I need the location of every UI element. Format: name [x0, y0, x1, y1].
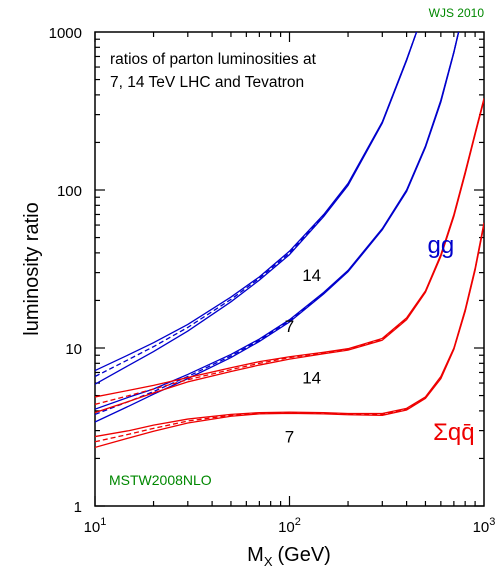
axis-ticks — [94, 32, 484, 507]
x-tick-label: 101 — [84, 516, 107, 536]
y-tick-label: 10 — [65, 341, 82, 358]
energy-label: 7 — [285, 428, 294, 447]
axis-tick-labels: 101 102 103 1 10 100 1000 — [49, 25, 496, 536]
curve-group — [95, 32, 484, 448]
curve-gg-14-central — [95, 32, 418, 378]
energy-label: 7 — [285, 317, 294, 336]
energy-label: 14 — [302, 266, 321, 285]
y-axis-label: luminosity ratio — [21, 202, 43, 335]
group-label: gg — [427, 232, 454, 259]
y-tick-label: 100 — [57, 183, 82, 200]
curve-qq-7-central — [95, 223, 484, 443]
pdf-set-label: MSTW2008NLO — [109, 472, 212, 488]
credit-label: WJS 2010 — [429, 6, 485, 20]
x-tick-label: 103 — [473, 516, 496, 536]
chart-title-line1: ratios of parton luminosities at — [110, 51, 317, 68]
x-axis-label: MX (GeV) — [247, 544, 331, 569]
curve-annotations: 14 7 14 7 gg Σqq̄ — [285, 232, 475, 447]
x-axis-label-unit: (GeV) — [278, 544, 331, 566]
x-tick-label: 102 — [278, 516, 301, 536]
curve-qq-7-lower — [95, 224, 484, 448]
group-label: Σqq̄ — [433, 419, 475, 446]
x-axis-label-main: M — [247, 544, 264, 566]
energy-label: 14 — [302, 369, 321, 388]
x-axis-label-sub: X — [264, 554, 273, 569]
curve-qq-14-lower — [95, 100, 484, 414]
y-tick-label: 1 — [74, 499, 82, 516]
curve-qq-14-central — [95, 99, 484, 405]
chart-title-line2: 7, 14 TeV LHC and Tevatron — [110, 74, 304, 91]
y-tick-label: 1000 — [49, 25, 82, 42]
